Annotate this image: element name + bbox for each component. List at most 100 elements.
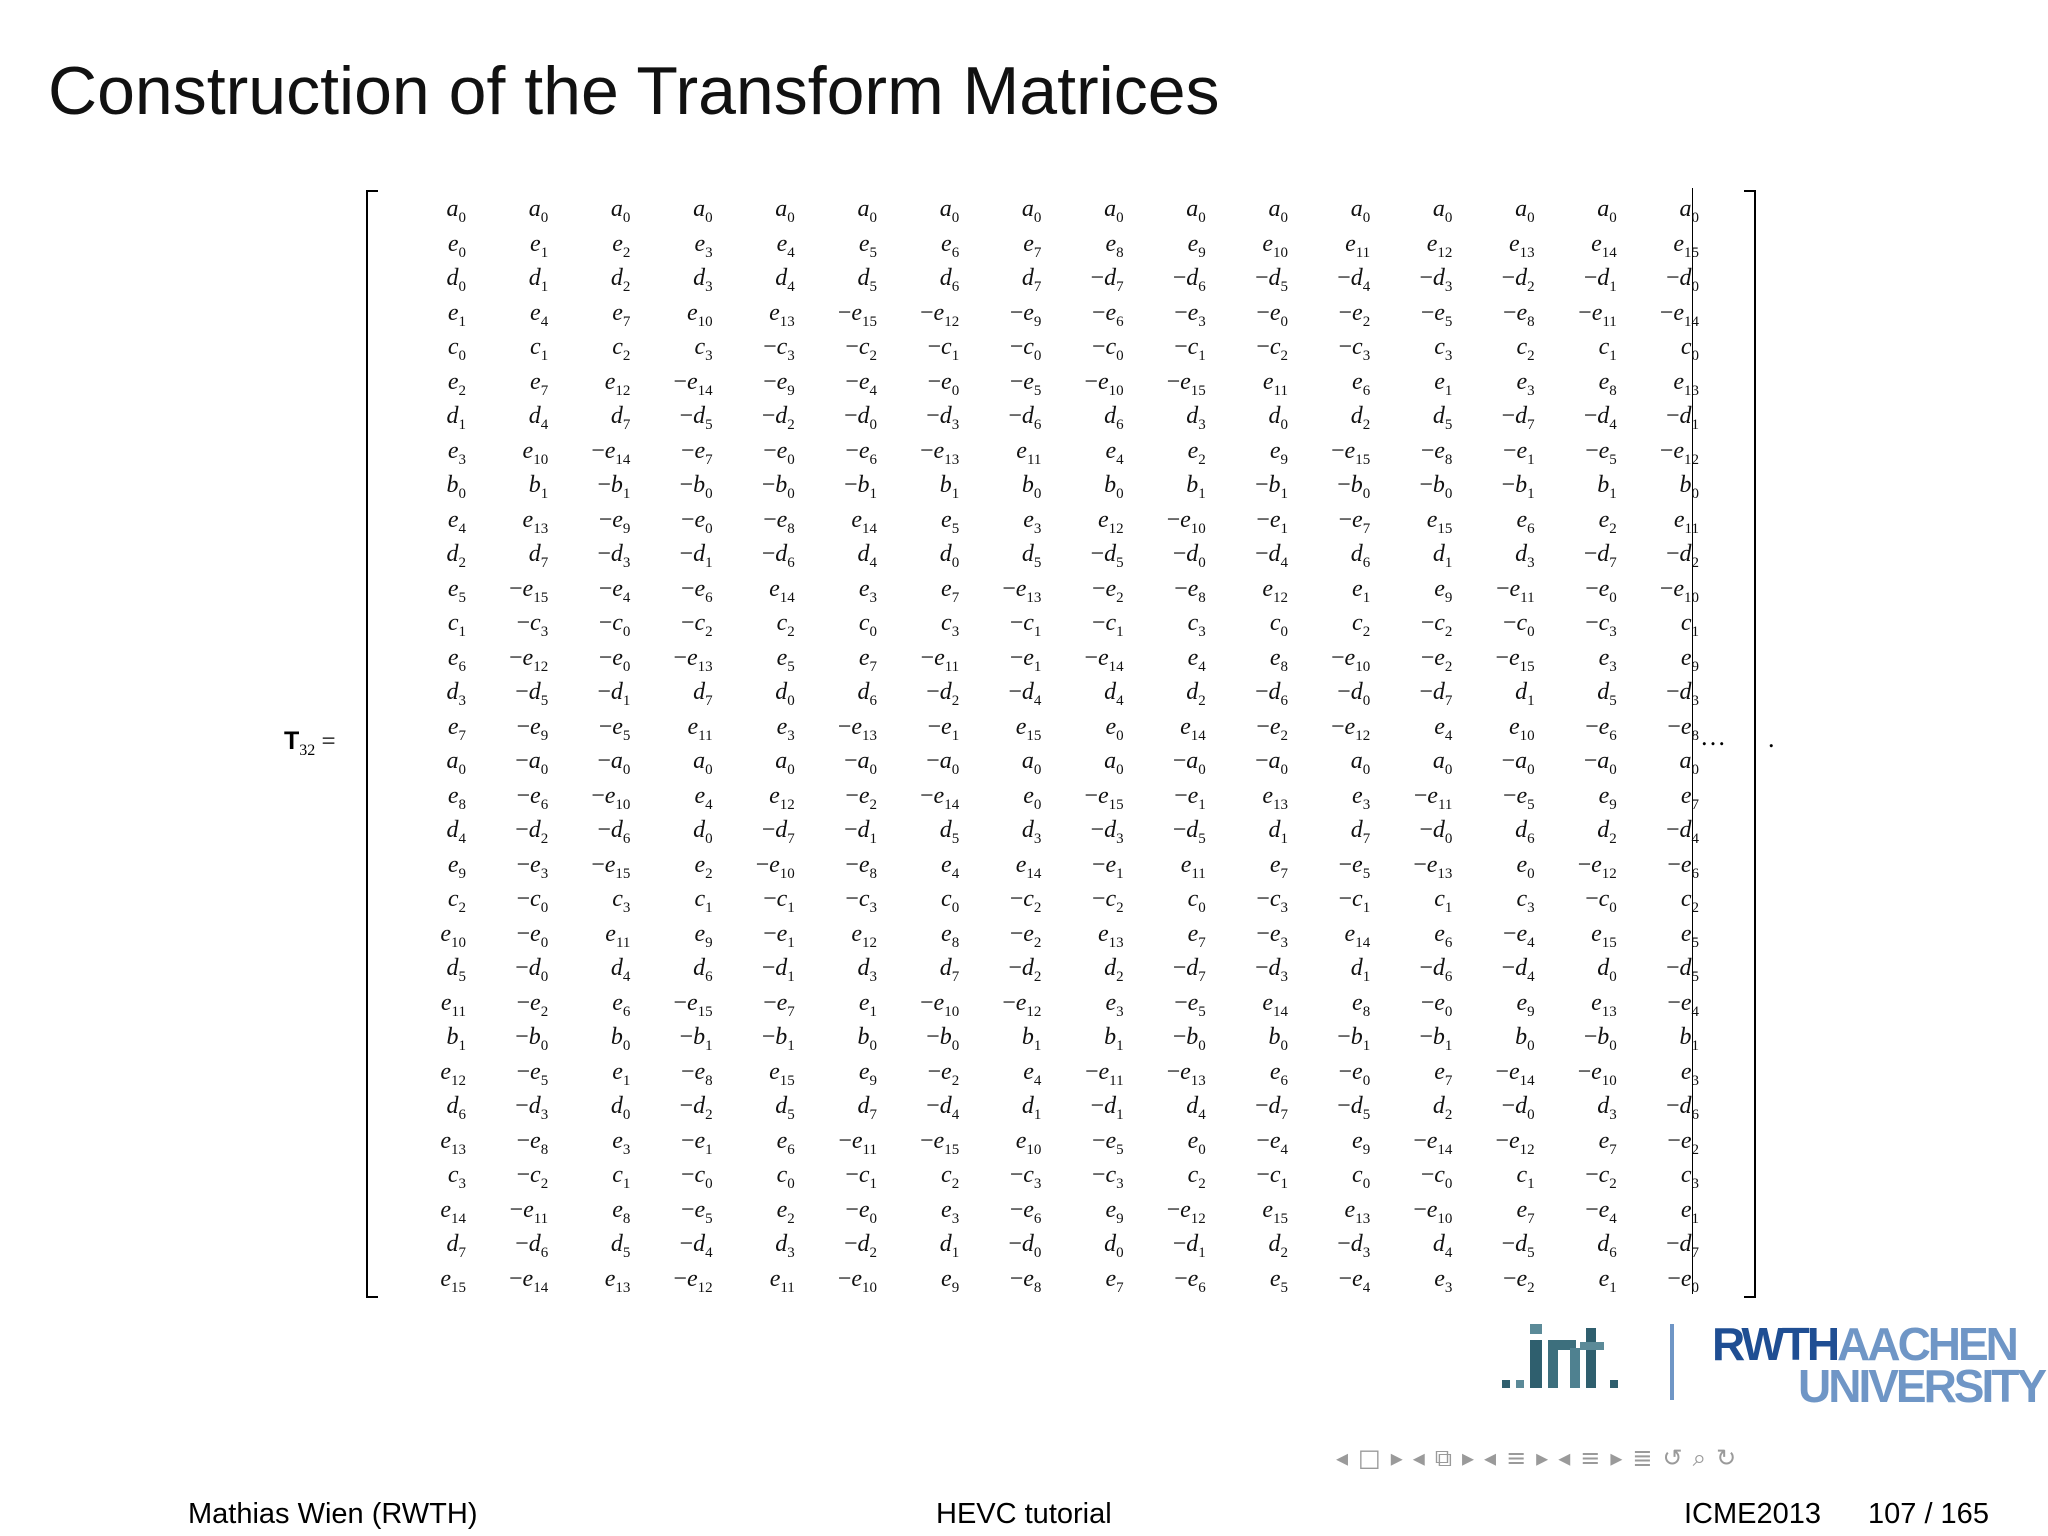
- matrix-cell: e3: [1598, 644, 1617, 675]
- matrix-cell: e5: [1269, 1265, 1288, 1296]
- matrix-row: c0 c1 c2 c3 −c3 −c2 −c1 −c0 −c0 −c1 −c2 −c3 c3 c2 c1 c0: [384, 330, 1699, 364]
- matrix-cell: −e2: [1256, 713, 1288, 744]
- matrix-cell: −c3: [1009, 1162, 1042, 1192]
- matrix-cell: −c0: [680, 1162, 713, 1192]
- outline-icon[interactable]: ≣: [1632, 1444, 1653, 1472]
- matrix-cell: d5: [857, 265, 878, 295]
- matrix-row: c3 −c2 c1 −c0 c0 −c1 c2 −c3 −c3 c2 −c1 c0 −c0 c1 −c2 c3: [384, 1158, 1699, 1192]
- matrix-cell: e4: [941, 851, 960, 882]
- matrix-row: b1 −b0 b0 −b1 −b1 b0 −b0 b1 b1 −b0 b0 −b1 −b1 b0 −b0 b1: [384, 1020, 1700, 1054]
- matrix-cell: −d0: [1665, 265, 1699, 295]
- matrix-cell: c1: [1434, 886, 1453, 916]
- matrix-cell: e3: [1105, 989, 1124, 1020]
- matrix-cell: d5: [446, 955, 467, 985]
- matrix-cell: −e2: [516, 989, 549, 1020]
- matrix-cell: c2: [776, 610, 795, 640]
- matrix-cell: −b0: [1337, 472, 1371, 502]
- matrix-cell: −d0: [843, 403, 877, 433]
- undo-icon[interactable]: ↺: [1662, 1444, 1683, 1472]
- matrix-cell: d5: [1432, 403, 1453, 433]
- matrix-cell: −d3: [597, 541, 631, 571]
- matrix-row: e10 −e0 e11 e9 −e1 e12 e8 −e2 e13 e7 −e3 e14 e6 −e4 e1…: [384, 917, 1699, 951]
- matrix-cell: b0: [1679, 472, 1700, 502]
- matrix-cell: −e4: [845, 368, 877, 399]
- matrix-cell: e13: [522, 506, 549, 537]
- matrix-cell: −e6: [1667, 851, 1699, 882]
- matrix-cell: −c1: [1091, 610, 1124, 640]
- matrix-cell: b1: [1186, 472, 1206, 502]
- matrix-cell: −d7: [1172, 955, 1206, 985]
- matrix-cell: d7: [1350, 817, 1371, 847]
- footer-author: Mathias Wien (RWTH): [188, 1498, 478, 1530]
- prev-subsection-icon[interactable]: ◂: [1484, 1444, 1497, 1472]
- matrix-cell: d7: [693, 679, 713, 709]
- matrix-row: c1 −c3 −c0 −c2 c2 c0 c3 −c1 −c1 c3 c0 c2 −c2 −c0 −c3 c1: [384, 606, 1699, 640]
- next-subsection-icon[interactable]: ▸: [1536, 1444, 1549, 1472]
- matrix-cell: −e5: [1174, 989, 1206, 1020]
- prev-slide-icon[interactable]: ◂: [1336, 1444, 1349, 1472]
- subsection-icon[interactable]: ≡: [1506, 1444, 1527, 1472]
- matrix-cell: −e5: [1502, 782, 1535, 813]
- matrix-cell: −b1: [761, 1024, 795, 1054]
- matrix-cell: −d2: [515, 817, 549, 847]
- matrix-cell: d3: [446, 679, 467, 709]
- section-icon[interactable]: ⧉: [1434, 1444, 1452, 1472]
- matrix-cell: −d4: [1501, 955, 1535, 985]
- matrix-cell: e7: [1598, 1127, 1617, 1158]
- item-icon[interactable]: ≡: [1580, 1444, 1601, 1472]
- matrix-cell: −d7: [1583, 541, 1617, 571]
- matrix-cell: −b0: [926, 1024, 960, 1054]
- matrix-cell: d7: [446, 1231, 467, 1261]
- matrix-cell: −a0: [926, 748, 960, 778]
- search-icon[interactable]: ⌕: [1692, 1444, 1707, 1472]
- matrix-cell: c1: [612, 1162, 631, 1192]
- matrix-cell: e12: [1097, 506, 1124, 537]
- matrix-cell: a0: [775, 748, 795, 778]
- matrix-cell: −e15: [1166, 368, 1206, 399]
- matrix-cell: a0: [693, 196, 713, 226]
- next-section-icon[interactable]: ▸: [1461, 1444, 1475, 1472]
- matrix-cell: −e6: [1009, 1196, 1042, 1227]
- matrix-cell: −e2: [1420, 644, 1453, 675]
- next-item-icon[interactable]: ▸: [1610, 1444, 1623, 1472]
- matrix-cell: −c1: [845, 1162, 877, 1192]
- next-slide-icon[interactable]: ▸: [1390, 1444, 1403, 1472]
- matrix-cell: −e15: [837, 299, 877, 330]
- matrix-cell: e6: [447, 644, 466, 675]
- matrix-cell: e10: [1015, 1127, 1042, 1158]
- matrix-cell: −c2: [1009, 886, 1042, 916]
- matrix-cell: d0: [1597, 955, 1617, 985]
- matrix-cell: −d3: [515, 1093, 549, 1123]
- matrix-cell: d1: [528, 265, 549, 295]
- matrix-cell: e8: [941, 920, 960, 951]
- matrix-right-bracket: [1744, 190, 1756, 1298]
- matrix-cell: −e7: [1338, 506, 1371, 537]
- matrix-cell: −e4: [1256, 1127, 1288, 1158]
- matrix-cell: −e10: [919, 989, 960, 1020]
- matrix-cell: a0: [857, 196, 878, 226]
- matrix-cell: −e6: [1585, 713, 1617, 744]
- matrix-cell: c2: [612, 334, 631, 364]
- matrix-cell: −d3: [1254, 955, 1288, 985]
- matrix-cell: e11: [440, 989, 466, 1020]
- prev-item-icon[interactable]: ◂: [1558, 1444, 1571, 1472]
- prev-section-icon[interactable]: ◂: [1412, 1444, 1425, 1472]
- matrix-cell: e11: [687, 713, 713, 744]
- matrix-cell: e0: [1105, 713, 1124, 744]
- matrix-cell: e13: [1673, 368, 1699, 399]
- matrix-cell: d3: [693, 265, 713, 295]
- matrix-cell: −e9: [1009, 299, 1042, 330]
- matrix-cell: e14: [851, 506, 877, 537]
- matrix-cell: d4: [446, 817, 467, 847]
- matrix-cell: a0: [1186, 196, 1206, 226]
- matrix-cell: −e10: [755, 851, 795, 882]
- matrix-cell: −d0: [1008, 1231, 1042, 1261]
- int-logo-icon: [1502, 1324, 1618, 1388]
- matrix-cell: d1: [939, 1231, 960, 1261]
- frame-icon[interactable]: □: [1358, 1444, 1381, 1472]
- redo-icon[interactable]: ↻: [1716, 1444, 1737, 1472]
- matrix-cell: −d1: [761, 955, 795, 985]
- matrix-cell: a0: [1104, 748, 1124, 778]
- matrix-cell: d1: [1432, 541, 1453, 571]
- matrix-cell: e9: [447, 851, 466, 882]
